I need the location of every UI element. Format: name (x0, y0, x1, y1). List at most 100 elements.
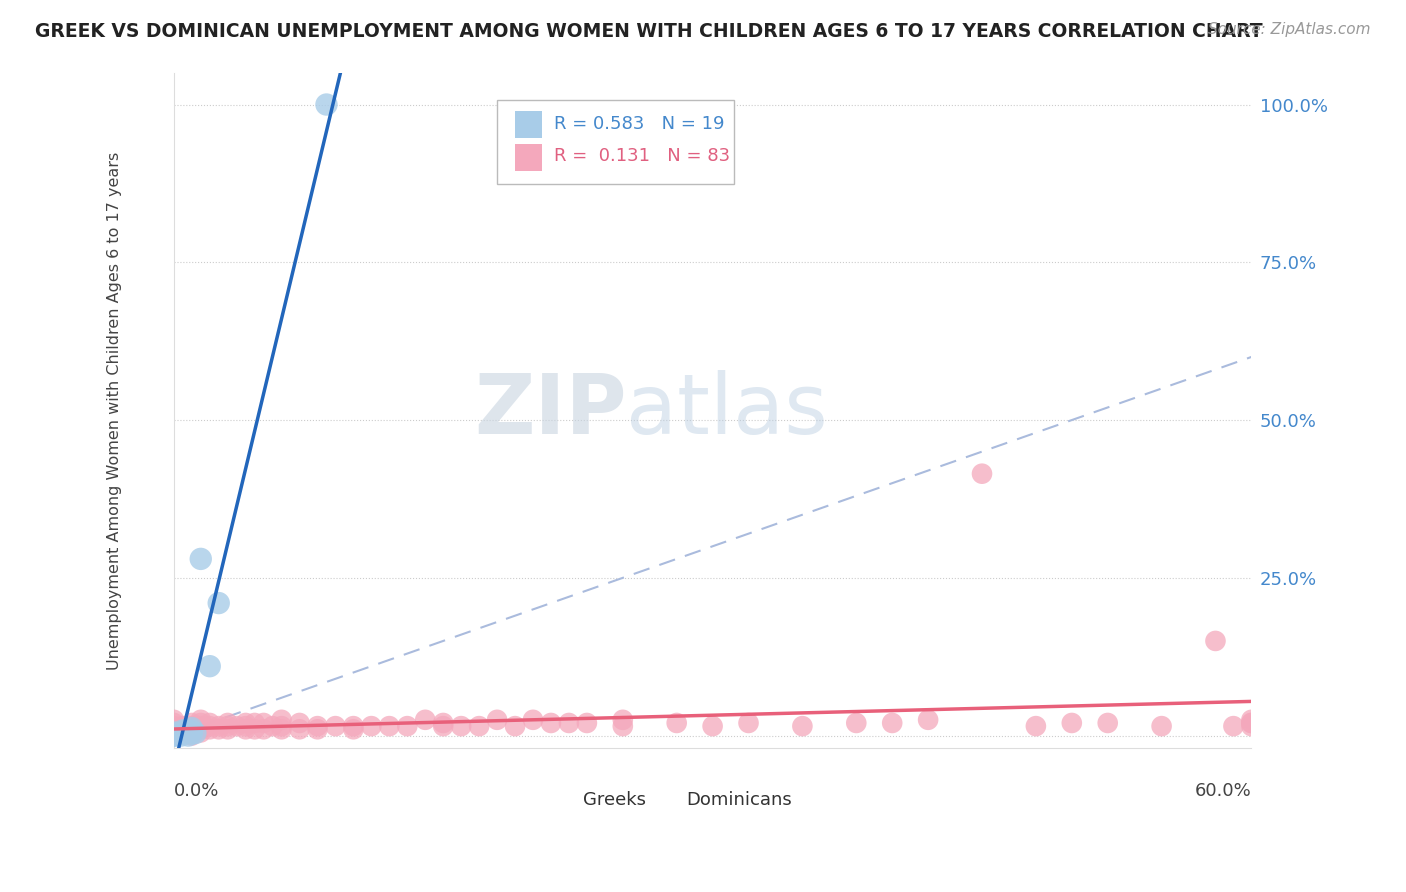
Point (1240, 716, 1263, 731)
Point (413, 713, 436, 727)
Point (270, 723, 292, 737)
Point (173, 726, 195, 740)
Point (163, 713, 186, 727)
Point (176, 723, 198, 737)
Point (190, 719, 212, 733)
Text: 0.0%: 0.0% (174, 782, 219, 800)
Point (163, 727, 186, 741)
Text: Source: ZipAtlas.com: Source: ZipAtlas.com (1208, 22, 1371, 37)
Point (198, 723, 221, 737)
Text: 60.0%: 60.0% (1195, 782, 1251, 800)
Point (737, 716, 759, 731)
Point (1240, 719, 1263, 733)
Point (252, 716, 274, 731)
Point (450, 719, 472, 733)
Point (396, 719, 419, 733)
Text: Dominicans: Dominicans (686, 791, 793, 809)
Point (176, 723, 198, 737)
Point (198, 719, 221, 733)
Point (307, 723, 329, 737)
Point (180, 723, 202, 737)
Point (163, 729, 186, 743)
Point (163, 725, 186, 739)
Point (612, 713, 634, 727)
Point (173, 723, 195, 738)
Point (217, 719, 239, 733)
Point (184, 726, 207, 740)
Point (190, 713, 212, 727)
Bar (516, 144, 543, 171)
Point (307, 719, 329, 733)
Point (170, 726, 193, 740)
Point (325, 719, 347, 733)
Bar (546, 789, 575, 811)
Point (172, 719, 194, 733)
Point (163, 725, 186, 739)
Point (262, 719, 284, 733)
Point (378, 719, 401, 733)
Point (522, 713, 544, 727)
Point (225, 719, 247, 733)
Point (575, 716, 598, 731)
Point (180, 729, 202, 743)
Point (176, 725, 198, 739)
Point (163, 719, 186, 733)
Point (163, 729, 186, 743)
Text: R = 0.583   N = 19: R = 0.583 N = 19 (554, 115, 724, 133)
Point (1240, 716, 1263, 731)
Point (235, 719, 257, 733)
Point (270, 719, 292, 733)
Point (190, 552, 212, 566)
Point (208, 596, 231, 610)
Point (1097, 716, 1119, 731)
FancyBboxPatch shape (498, 100, 734, 185)
Point (612, 719, 634, 733)
Point (190, 723, 212, 737)
Point (190, 716, 212, 731)
Point (180, 727, 202, 741)
Point (1240, 713, 1263, 727)
Text: Unemployment Among Women with Children Ages 6 to 17 years: Unemployment Among Women with Children A… (107, 152, 122, 670)
Point (792, 719, 814, 733)
Point (163, 723, 186, 737)
Point (177, 729, 200, 743)
Point (163, 729, 186, 743)
Text: Greeks: Greeks (583, 791, 647, 809)
Point (163, 716, 186, 731)
Point (170, 729, 193, 743)
Point (172, 723, 194, 738)
Point (702, 719, 724, 733)
Point (1025, 719, 1047, 733)
Point (503, 719, 526, 733)
Point (198, 659, 221, 673)
Point (486, 713, 509, 727)
Text: ZIP: ZIP (474, 370, 627, 451)
Bar (516, 112, 543, 138)
Point (180, 719, 202, 733)
Point (190, 725, 212, 739)
Point (163, 729, 186, 743)
Point (243, 723, 266, 737)
Point (243, 716, 266, 731)
Bar (648, 789, 678, 811)
Point (432, 719, 454, 733)
Point (432, 716, 454, 731)
Point (163, 729, 186, 743)
Point (217, 723, 239, 737)
Text: GREEK VS DOMINICAN UNEMPLOYMENT AMONG WOMEN WITH CHILDREN AGES 6 TO 17 YEARS COR: GREEK VS DOMINICAN UNEMPLOYMENT AMONG WO… (35, 22, 1263, 41)
Point (558, 716, 581, 731)
Point (252, 723, 274, 737)
Point (180, 725, 202, 739)
Point (917, 713, 939, 727)
Point (1204, 634, 1226, 648)
Point (342, 723, 364, 737)
Point (180, 716, 202, 731)
Point (208, 719, 231, 733)
Point (845, 716, 868, 731)
Point (342, 719, 364, 733)
Point (1222, 719, 1244, 733)
Point (1060, 716, 1083, 731)
Point (180, 723, 202, 738)
Point (540, 716, 562, 731)
Text: R =  0.131   N = 83: R = 0.131 N = 83 (554, 147, 730, 165)
